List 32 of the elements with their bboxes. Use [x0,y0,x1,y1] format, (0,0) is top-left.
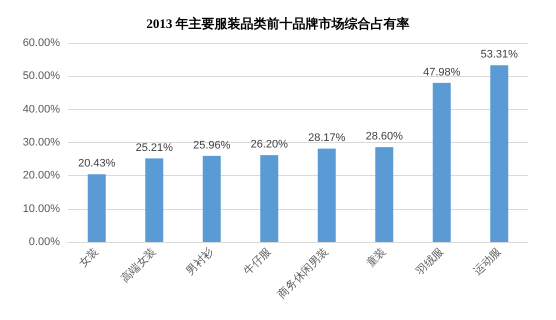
x-tick-label: 牛仔服 [240,245,274,278]
data-label: 26.20% [250,138,288,151]
y-tick-label: 50.00% [22,70,60,82]
x-tick-label: 男衬衫 [183,245,216,278]
y-tick-label: 40.00% [22,103,60,116]
y-tick-label: 20.00% [22,170,60,182]
chart-title: 2013 年主要服装品类前十品牌市场综合占有率 [146,16,410,31]
data-label: 28.60% [366,130,404,143]
data-label: 25.96% [193,139,231,152]
y-tick-label: 10.00% [22,202,60,215]
bar [145,158,164,242]
x-tick-label: 童装 [364,245,388,270]
bar [490,65,508,242]
bar [318,148,336,242]
y-tick-label: 0.00% [28,236,60,248]
bar [375,147,394,242]
bar [260,155,278,242]
bar [432,82,451,242]
x-tick-label: 商务休闲男装 [275,245,331,301]
x-tick-label: 羽绒服 [413,245,446,278]
bar [88,174,106,242]
data-label: 20.43% [78,158,116,170]
x-tick-label: 女装 [76,245,101,270]
x-tick-label: 高端女装 [118,245,158,286]
data-label: 28.17% [308,132,346,144]
data-label: 47.98% [423,66,461,78]
data-label: 53.31% [480,48,518,61]
x-tick-label: 运动服 [470,245,504,278]
bar [202,156,221,242]
y-tick-label: 30.00% [22,136,60,148]
data-label: 25.21% [136,142,174,154]
y-tick-label: 60.00% [22,37,60,49]
